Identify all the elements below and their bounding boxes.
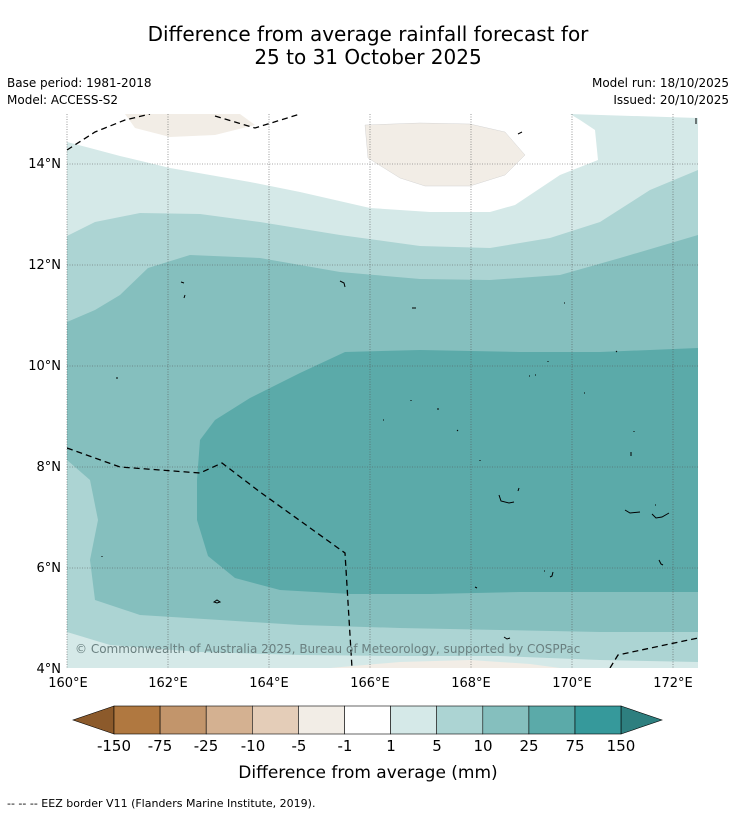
lon-label: 172°E bbox=[653, 676, 693, 691]
copyright-notice: © Commonwealth of Australia 2025, Bureau… bbox=[75, 642, 580, 656]
colorbar-swatch bbox=[528, 705, 576, 735]
issued-date: Issued: 20/10/2025 bbox=[613, 93, 729, 107]
model-name: Model: ACCESS-S2 bbox=[7, 93, 119, 107]
colorbar-extend-low bbox=[72, 705, 115, 735]
colorbar-swatch bbox=[344, 705, 391, 735]
colorbar-tick-label: -25 bbox=[194, 737, 219, 755]
eez-border bbox=[67, 114, 698, 668]
lat-label: 14°N bbox=[28, 157, 61, 172]
colorbar-tick-label: 25 bbox=[519, 737, 538, 755]
lon-label: 160°E bbox=[48, 676, 88, 691]
islands bbox=[101, 118, 697, 640]
eez-footnote: -- -- -- EEZ border V11 (Flanders Marine… bbox=[7, 797, 316, 810]
colorbar-swatch bbox=[436, 705, 484, 735]
base-period: Base period: 1981-2018 bbox=[7, 76, 152, 90]
model-run: Model run: 18/10/2025 bbox=[591, 76, 729, 90]
colorbar-tick-label: -1 bbox=[338, 737, 353, 755]
rainfall-contours bbox=[67, 114, 698, 668]
map-title-line-2: 25 to 31 October 2025 bbox=[254, 45, 482, 69]
lat-label: 4°N bbox=[37, 662, 62, 677]
lat-label: 10°N bbox=[28, 359, 61, 374]
lon-label: 170°E bbox=[552, 676, 592, 691]
colorbar-labels: -150 -75 -25 -10 -5 -1 1 5 10 25 75 150 bbox=[97, 737, 635, 755]
colorbar-swatch bbox=[159, 705, 207, 735]
colorbar-swatch bbox=[113, 705, 161, 735]
colorbar-swatch bbox=[298, 705, 345, 735]
lat-label: 8°N bbox=[37, 460, 62, 475]
graticule bbox=[67, 114, 698, 668]
colorbar-swatch bbox=[390, 705, 438, 735]
colorbar-tick-label: 1 bbox=[386, 737, 396, 755]
colorbar-tick-label: 5 bbox=[432, 737, 442, 755]
colorbar-tick-label: 150 bbox=[607, 737, 636, 755]
colorbar-tick-label: -75 bbox=[148, 737, 173, 755]
lat-label: 12°N bbox=[28, 258, 61, 273]
lon-label: 164°E bbox=[249, 676, 289, 691]
colorbar-extend-high bbox=[620, 705, 663, 735]
colorbar-title: Difference from average (mm) bbox=[238, 763, 497, 783]
colorbar-tick-label: -5 bbox=[292, 737, 307, 755]
colorbar bbox=[72, 705, 663, 735]
colorbar-swatch bbox=[482, 705, 530, 735]
colorbar-tick-label: 10 bbox=[473, 737, 492, 755]
lon-label: 166°E bbox=[350, 676, 390, 691]
colorbar-swatch bbox=[574, 705, 622, 735]
colorbar-tick-label: 75 bbox=[565, 737, 584, 755]
colorbar-tick-label: -10 bbox=[241, 737, 266, 755]
colorbar-swatch bbox=[205, 705, 253, 735]
longitude-labels: 160°E 162°E 164°E 166°E 168°E 170°E 172°… bbox=[48, 676, 693, 691]
lon-label: 162°E bbox=[148, 676, 188, 691]
map-title-line-1: Difference from average rainfall forecas… bbox=[147, 22, 589, 46]
colorbar-tick-label: -150 bbox=[97, 737, 131, 755]
colorbar-swatch bbox=[252, 705, 299, 735]
lon-label: 168°E bbox=[451, 676, 491, 691]
lat-label: 6°N bbox=[37, 561, 62, 576]
latitude-labels: 14°N 12°N 10°N 8°N 6°N 4°N bbox=[28, 157, 61, 677]
